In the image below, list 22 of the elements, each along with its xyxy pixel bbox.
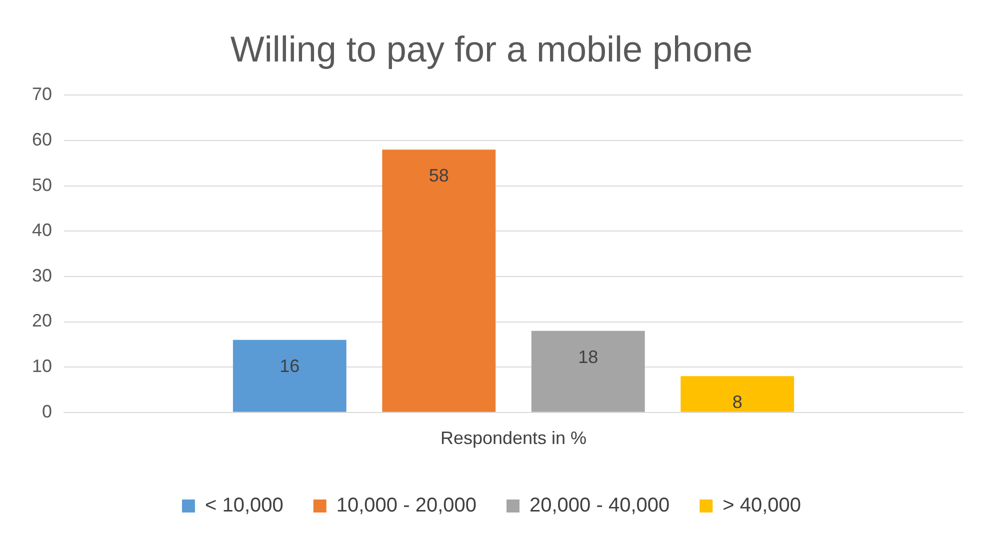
legend-label: 20,000 - 40,000 xyxy=(530,494,670,517)
bar xyxy=(531,330,645,412)
x-tick-label: Respondents in % xyxy=(440,428,587,448)
data-label: 8 xyxy=(732,392,742,412)
y-tick-label: 40 xyxy=(32,220,52,240)
bar xyxy=(382,150,496,412)
data-label: 16 xyxy=(280,356,300,376)
y-tick-label: 70 xyxy=(32,84,52,104)
legend-label: 10,000 - 20,000 xyxy=(336,494,477,517)
y-tick-label: 50 xyxy=(32,174,52,195)
chart-title: Willing to pay for a mobile phone xyxy=(230,28,753,70)
y-tick-label: 20 xyxy=(32,310,52,331)
y-tick-label: 30 xyxy=(32,265,52,286)
y-tick-label: 60 xyxy=(32,129,52,150)
bar xyxy=(680,376,794,412)
data-label: 18 xyxy=(578,346,598,367)
data-label: 58 xyxy=(428,166,449,186)
y-tick-label: 10 xyxy=(32,356,52,376)
legend-label: < 10,000 xyxy=(204,494,284,517)
bar xyxy=(232,340,346,412)
legend-label: > 40,000 xyxy=(722,494,802,517)
y-tick-label: 0 xyxy=(42,401,52,422)
